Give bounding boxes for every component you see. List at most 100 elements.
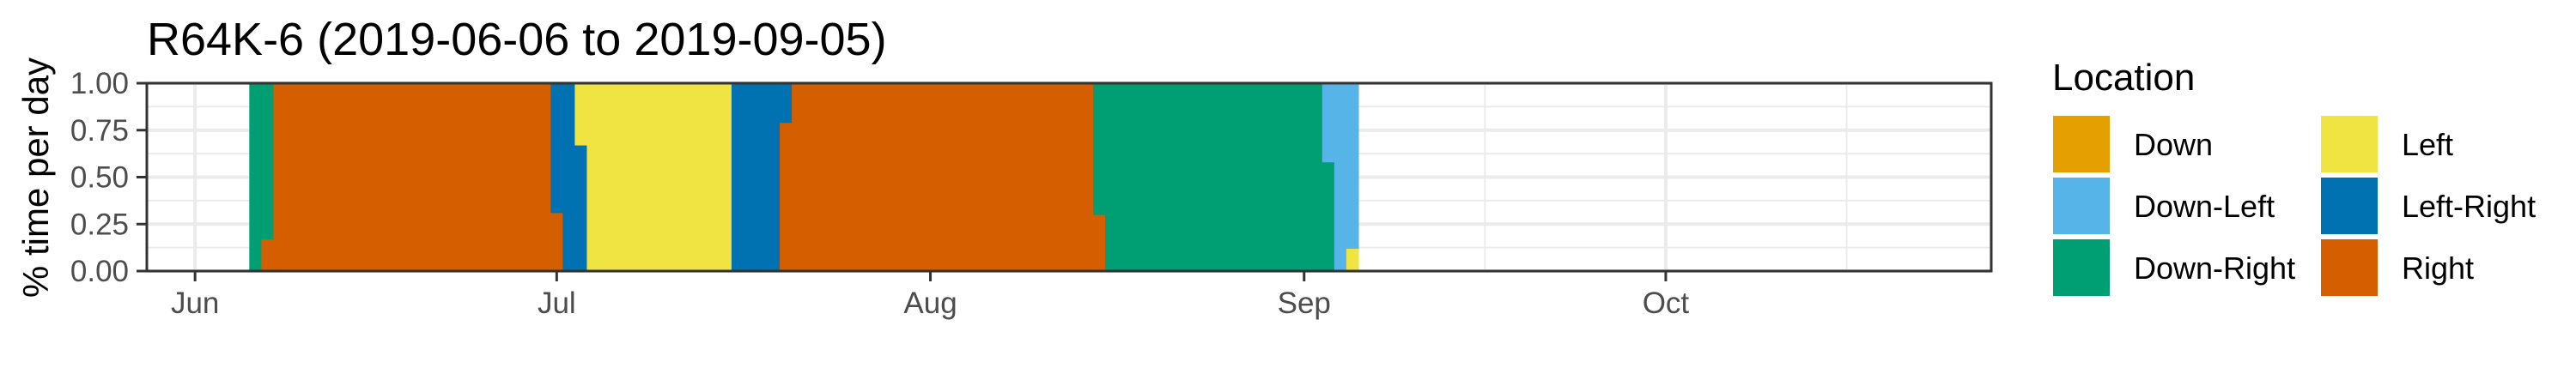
bar-segment-2019-08-22-down-right <box>1177 83 1190 272</box>
x-tick-label-jun: Jun <box>171 286 219 320</box>
bar-segment-2019-08-09-right <box>1020 83 1034 272</box>
bar-segment-2019-08-11-right <box>1044 83 1058 272</box>
bar-segment-2019-09-01-down-right <box>1297 83 1311 272</box>
bar-segment-2019-08-16-down-right <box>1105 83 1118 272</box>
bar-segment-2019-06-25-right <box>478 83 491 272</box>
x-tick-label-oct: Oct <box>1643 286 1690 320</box>
bar-segment-2019-06-09-right <box>285 83 299 272</box>
bar-segment-2019-08-10-right <box>1032 83 1046 272</box>
bar-segment-2019-08-17-down-right <box>1117 83 1130 272</box>
legend-label-down: Down <box>2134 127 2213 162</box>
legend-label-down-left: Down-Left <box>2134 189 2275 224</box>
bar-segment-2019-07-21-right <box>792 83 805 272</box>
bar-segment-2019-07-11-left <box>671 83 684 272</box>
x-tick-label-aug: Aug <box>903 286 957 320</box>
y-tick-label: 1.00 <box>70 67 129 100</box>
bar-segment-2019-06-07-down-right <box>261 83 275 240</box>
legend-title: Location <box>2052 57 2195 99</box>
legend-label-right: Right <box>2402 250 2474 286</box>
bar-segment-2019-08-31-down-right <box>1285 83 1299 272</box>
bar-segment-2019-06-15-right <box>357 83 371 272</box>
bar-segment-2019-06-13-right <box>333 83 347 272</box>
bar-segment-2019-08-30-down-right <box>1273 83 1287 272</box>
legend-key-right <box>2321 239 2378 296</box>
legend-key-left-right <box>2321 178 2378 234</box>
x-tick-label-sep: Sep <box>1278 286 1331 320</box>
legend-label-left: Left <box>2402 127 2453 162</box>
bar-segment-2019-07-20-right <box>780 122 793 272</box>
bar-segment-2019-07-02-left-right <box>562 83 575 272</box>
bar-segment-2019-07-22-right <box>804 83 817 272</box>
bar-segment-2019-09-05-down-left <box>1346 83 1359 250</box>
bar-segment-2019-08-02-right <box>936 83 950 272</box>
bar-segment-2019-08-06-right <box>984 83 998 272</box>
bar-segment-2019-09-04-down-left <box>1334 83 1347 272</box>
bar-segment-2019-06-21-right <box>429 83 443 272</box>
bar-segment-2019-08-19-down-right <box>1141 83 1154 272</box>
bar-segment-2019-08-07-right <box>996 83 1010 272</box>
bar-segment-2019-06-12-right <box>321 83 335 272</box>
bar-segment-2019-06-14-right <box>345 83 359 272</box>
bar-segment-2019-07-07-left <box>623 83 636 272</box>
legend-key-left <box>2321 116 2378 172</box>
bar-segment-2019-06-28-right <box>514 83 527 272</box>
bar-segment-2019-08-03-right <box>948 83 962 272</box>
bar-segment-2019-07-23-right <box>816 83 829 272</box>
bar-segment-2019-08-14-right <box>1081 83 1094 272</box>
bar-segment-2019-07-06-left <box>611 83 624 272</box>
bar-segment-2019-07-03-left <box>574 83 588 146</box>
bar-segment-2019-07-31-right <box>912 83 926 272</box>
y-tick-label: 0.75 <box>70 114 129 148</box>
bar-segment-2019-06-20-right <box>417 83 431 272</box>
bar-segment-2019-06-30-right <box>538 83 551 272</box>
bar-segment-2019-07-08-left <box>635 83 648 272</box>
chart-title: R64K-6 (2019-06-06 to 2019-09-05) <box>147 14 887 65</box>
bar-segment-2019-08-15-right <box>1093 214 1106 272</box>
bar-segment-2019-07-14-left <box>707 83 720 272</box>
bar-segment-2019-08-27-down-right <box>1237 83 1251 272</box>
bar-segment-2019-07-10-left <box>659 83 672 272</box>
bar-segment-2019-08-20-down-right <box>1153 83 1166 272</box>
bar-segment-2019-06-27-right <box>502 83 515 272</box>
bar-segment-2019-08-01-right <box>924 83 938 272</box>
bar-segment-2019-07-25-right <box>840 83 853 272</box>
bar-segment-2019-07-05-left <box>598 83 612 272</box>
bar-segment-2019-07-03-left-right <box>574 145 588 272</box>
bar-segment-2019-09-02-down-right <box>1309 83 1323 272</box>
bar-segment-2019-07-16-left-right <box>731 83 744 272</box>
bar-segment-2019-08-08-right <box>1008 83 1022 272</box>
bar-segment-2019-08-13-right <box>1069 83 1082 272</box>
bar-segment-2019-06-29-right <box>526 83 539 272</box>
bar-segment-2019-06-10-right <box>297 83 311 272</box>
legend-label-down-right: Down-Right <box>2134 250 2295 286</box>
bar-segment-2019-09-05-left <box>1346 248 1359 272</box>
bar-segment-2019-06-17-right <box>381 83 395 272</box>
bar-segment-2019-07-12-left <box>683 83 696 272</box>
bar-segment-2019-07-13-left <box>695 83 708 272</box>
x-tick-label-jul: Jul <box>538 286 576 320</box>
bar-segment-2019-07-17-left-right <box>743 83 756 272</box>
bar-segment-2019-08-04-right <box>960 83 974 272</box>
bar-segment-2019-06-26-right <box>490 83 503 272</box>
bar-segment-2019-07-09-left <box>647 83 660 272</box>
bar-segment-2019-09-03-down-right <box>1321 161 1335 272</box>
bar-segment-2019-08-25-down-right <box>1213 83 1227 272</box>
bar-segment-2019-08-26-down-right <box>1225 83 1239 272</box>
bar-segment-2019-06-11-right <box>309 83 323 272</box>
legend: Location Down Down-Left Down-Right Left Left… <box>2052 57 2536 296</box>
bar-segment-2019-06-18-right <box>393 83 407 272</box>
bar-segment-2019-08-23-down-right <box>1189 83 1203 272</box>
bar-segment-2019-06-16-right <box>369 83 383 272</box>
bar-segment-2019-08-05-right <box>972 83 986 272</box>
bar-segment-2019-06-08-right <box>273 83 287 272</box>
y-axis-title: % time per day <box>15 57 56 298</box>
bar-segment-2019-06-06-down-right <box>249 83 262 272</box>
bar-segment-2019-07-01-right <box>550 213 563 272</box>
bar-segment-2019-08-18-down-right <box>1129 83 1142 272</box>
y-tick-label: 0.50 <box>70 161 129 195</box>
legend-key-down <box>2053 116 2110 172</box>
bar-segment-2019-06-22-right <box>441 83 455 272</box>
bar-segment-2019-08-12-right <box>1056 83 1070 272</box>
y-tick-label: 0.00 <box>70 255 129 288</box>
